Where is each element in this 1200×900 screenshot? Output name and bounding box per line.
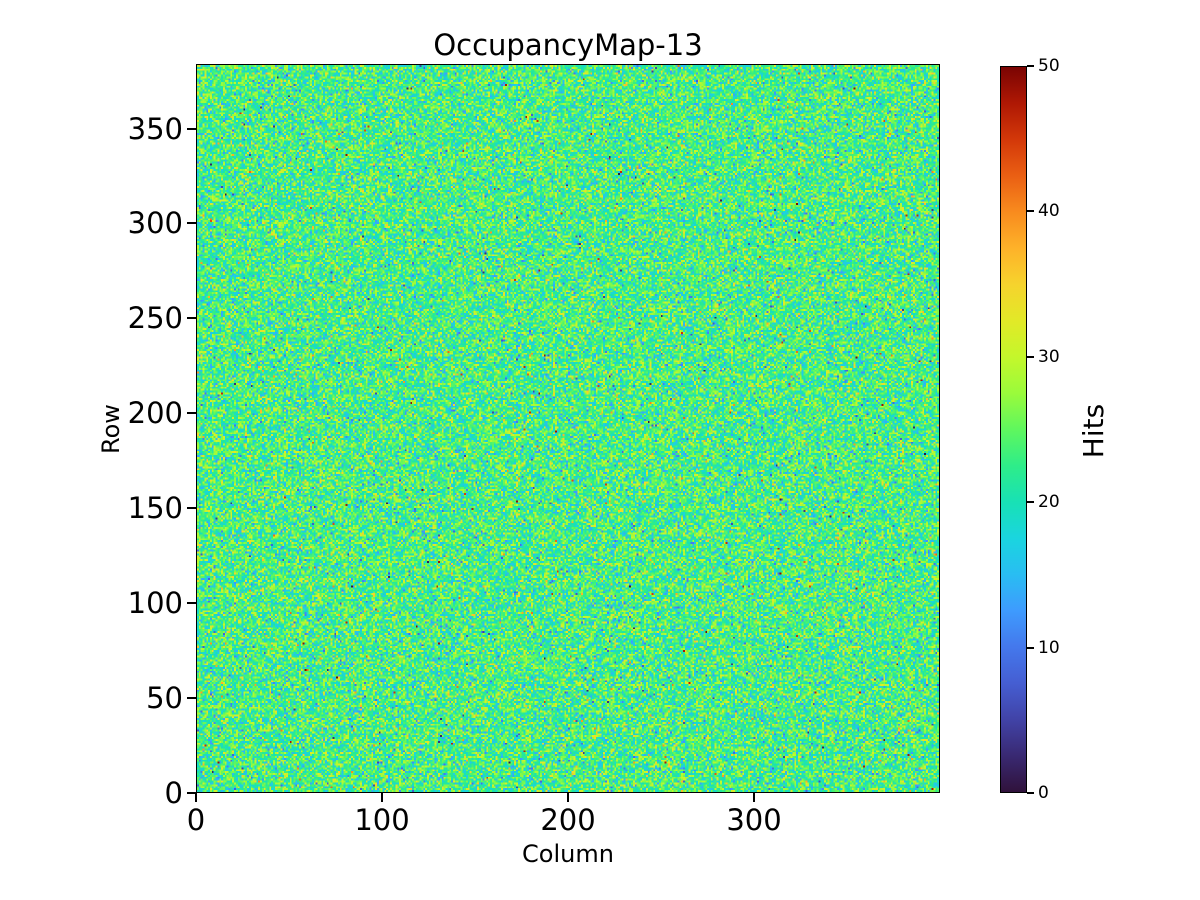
x-axis-label: Column — [522, 840, 614, 868]
y-tick-label: 350 — [127, 111, 183, 146]
colorbar-tick-mark — [1027, 65, 1034, 67]
y-tick-mark — [187, 412, 196, 415]
y-tick-mark — [187, 792, 196, 794]
y-tick-label: 0 — [164, 776, 183, 810]
colorbar-tick-label: 50 — [1038, 56, 1060, 76]
y-tick-label: 300 — [127, 206, 183, 241]
colorbar-tick-mark — [1027, 792, 1034, 794]
chart-title: OccupancyMap-13 — [433, 28, 703, 62]
heatmap-canvas — [197, 65, 939, 792]
colorbar-tick-mark — [1027, 646, 1034, 649]
y-tick-label: 200 — [127, 396, 183, 431]
colorbar-tick-mark — [1027, 355, 1034, 358]
y-tick-mark — [187, 317, 196, 320]
heatmap-plot — [196, 64, 940, 793]
colorbar-label: Hits — [1077, 403, 1110, 459]
y-tick-mark — [187, 507, 196, 510]
y-tick-mark — [187, 222, 196, 225]
colorbar-tick-label: 20 — [1038, 492, 1060, 513]
y-tick-mark — [187, 602, 196, 605]
x-tick-mark — [567, 793, 569, 802]
y-tick-label: 100 — [127, 586, 183, 621]
x-tick-mark — [753, 793, 755, 802]
colorbar-gradient — [1001, 67, 1026, 792]
y-tick-label: 250 — [127, 301, 183, 336]
colorbar-tick-label: 40 — [1038, 201, 1060, 222]
x-tick-label: 0 — [186, 803, 206, 837]
x-tick-label: 100 — [354, 803, 410, 837]
x-tick-label: 200 — [540, 803, 596, 837]
colorbar-tick-label: 0 — [1038, 783, 1049, 803]
y-tick-label: 50 — [146, 681, 183, 716]
y-tick-mark — [187, 697, 196, 700]
x-tick-mark — [195, 793, 197, 802]
colorbar — [1000, 66, 1027, 793]
colorbar-tick-label: 30 — [1038, 346, 1060, 367]
colorbar-tick-mark — [1027, 501, 1034, 504]
y-tick-mark — [187, 127, 196, 130]
x-tick-label: 300 — [726, 803, 782, 837]
colorbar-tick-label: 10 — [1038, 637, 1060, 658]
colorbar-tick-mark — [1027, 210, 1034, 213]
y-tick-label: 150 — [127, 491, 183, 526]
x-tick-mark — [381, 793, 383, 802]
